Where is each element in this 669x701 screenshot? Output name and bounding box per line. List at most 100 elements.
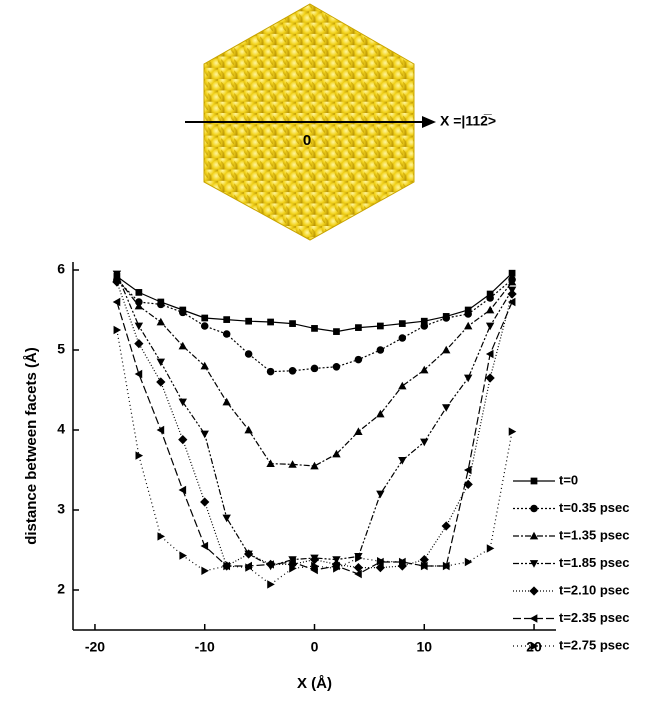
marker	[441, 521, 451, 531]
marker	[288, 460, 297, 468]
marker	[113, 325, 122, 335]
legend-marker	[529, 586, 539, 596]
marker	[222, 514, 231, 523]
marker	[200, 322, 209, 330]
marker	[112, 270, 122, 279]
marker	[377, 557, 385, 566]
y-axis-label: distance between facets (Å)	[23, 347, 40, 545]
marker	[134, 338, 144, 349]
marker	[178, 485, 187, 495]
marker	[222, 330, 231, 338]
marker	[310, 565, 318, 575]
legend-marker	[529, 560, 539, 568]
y-tick-label: 2	[57, 581, 65, 597]
marker	[464, 557, 473, 567]
marker	[134, 369, 143, 379]
origin-label: 0	[303, 132, 311, 149]
marker	[178, 341, 187, 350]
marker	[178, 308, 187, 317]
marker	[353, 562, 364, 573]
marker	[200, 497, 210, 507]
marker	[135, 451, 144, 460]
marker	[266, 367, 275, 376]
marker	[420, 438, 429, 447]
marker	[156, 377, 166, 387]
marker	[244, 350, 253, 358]
marker	[156, 317, 166, 326]
legend-marker	[529, 614, 538, 623]
marker	[267, 318, 274, 326]
marker	[223, 561, 231, 571]
marker	[355, 324, 362, 331]
x-tick-label: -20	[85, 639, 105, 655]
marker	[376, 409, 385, 418]
direction-label: X =|112̅>	[440, 113, 496, 129]
marker	[310, 461, 319, 470]
marker	[354, 569, 362, 579]
marker	[420, 322, 429, 330]
marker	[420, 365, 429, 374]
marker	[112, 297, 121, 307]
marker	[398, 557, 407, 567]
marker	[398, 320, 406, 327]
marker	[157, 532, 166, 541]
x-tick-label: 0	[311, 639, 319, 655]
marker	[332, 363, 341, 371]
marker	[442, 561, 451, 571]
marker	[442, 345, 451, 354]
marker	[156, 358, 166, 367]
marker	[200, 541, 209, 551]
marker	[398, 334, 407, 342]
marker	[244, 425, 253, 434]
marker	[355, 553, 363, 563]
marker	[156, 425, 165, 435]
marker	[201, 566, 209, 575]
marker	[267, 580, 275, 589]
legend-label: t=1.85 psec	[559, 555, 629, 570]
marker	[420, 561, 429, 571]
marker	[463, 374, 473, 383]
series-line	[116, 281, 513, 569]
series-line	[116, 272, 513, 333]
marker	[200, 430, 209, 439]
legend-marker	[530, 641, 539, 651]
marker	[309, 554, 320, 565]
y-tick-label: 3	[57, 501, 65, 517]
marker	[311, 561, 319, 571]
marker	[486, 294, 494, 302]
marker	[463, 321, 473, 330]
marker	[244, 549, 254, 559]
marker	[507, 277, 517, 286]
marker	[420, 317, 428, 325]
marker	[178, 398, 187, 407]
marker	[354, 355, 363, 364]
marker	[266, 459, 275, 467]
marker	[419, 554, 429, 565]
x-tick-label: -10	[195, 639, 215, 655]
marker	[486, 290, 494, 298]
marker	[311, 325, 318, 332]
marker	[464, 310, 472, 318]
marker	[507, 297, 516, 307]
marker	[223, 316, 231, 323]
marker	[507, 289, 517, 299]
legend-label: t=0.35 psec	[559, 500, 629, 515]
y-tick-label: 4	[57, 421, 65, 437]
marker	[508, 269, 516, 277]
marker	[289, 320, 296, 327]
marker	[134, 322, 144, 331]
legend-marker	[530, 504, 538, 513]
y-tick-label: 5	[57, 341, 65, 357]
marker	[310, 364, 319, 373]
legend-marker	[529, 531, 539, 540]
marker	[376, 490, 385, 499]
marker	[135, 289, 143, 296]
marker	[288, 557, 296, 567]
marker	[463, 465, 472, 475]
series-line	[116, 273, 513, 567]
marker	[179, 551, 187, 560]
marker	[354, 427, 363, 435]
marker	[464, 306, 472, 314]
marker	[486, 544, 495, 553]
